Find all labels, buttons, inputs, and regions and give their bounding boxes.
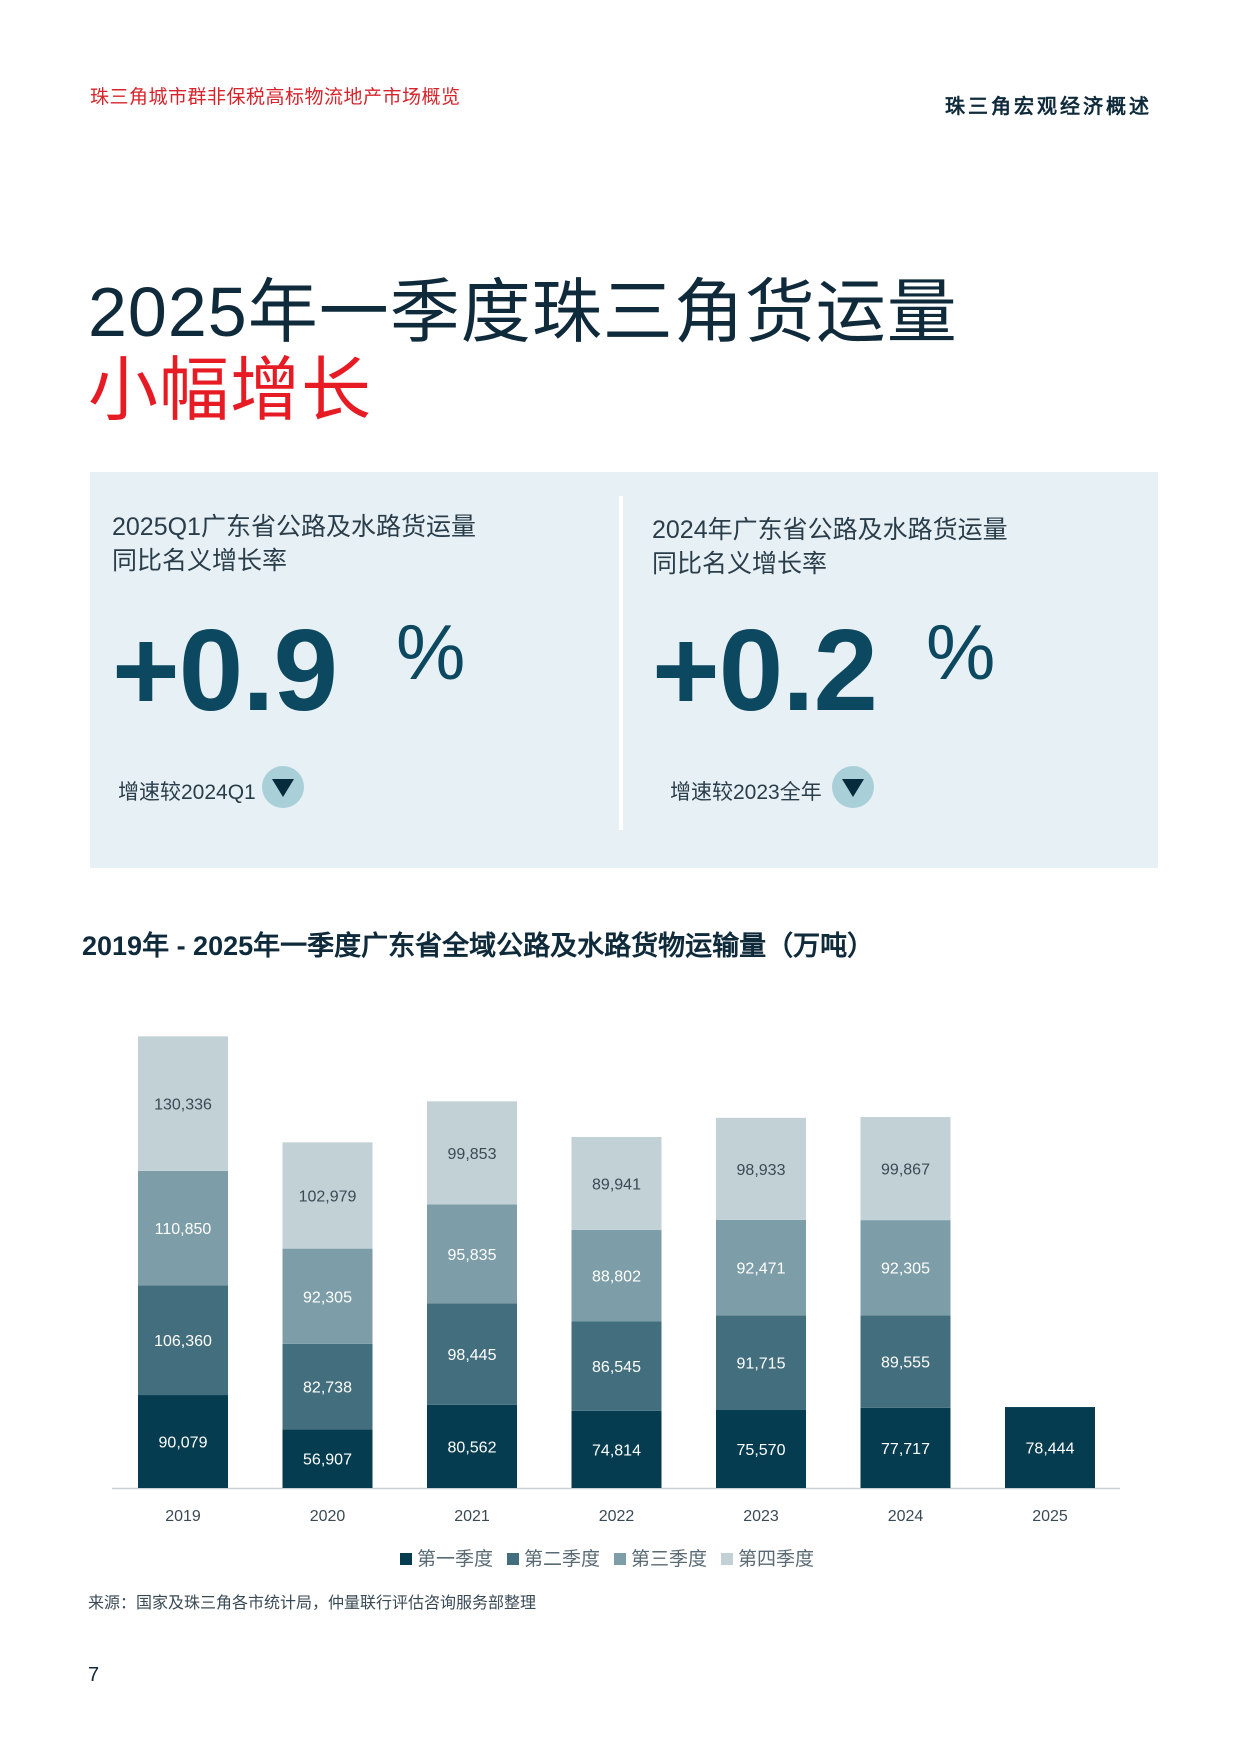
data-label-2023-q1: 75,570 — [737, 1442, 786, 1459]
bar-segment-2020-q2 — [282, 1343, 373, 1430]
bar-segment-2024-q3 — [860, 1220, 951, 1316]
stat1-compare-label: 增速较2024Q1 — [118, 781, 256, 804]
data-label-2022-q2: 86,545 — [592, 1359, 641, 1376]
data-label-2021-q4: 99,853 — [448, 1146, 497, 1163]
data-label-2022-q3: 88,802 — [592, 1269, 641, 1286]
bar-segment-2020-q4 — [282, 1142, 373, 1249]
legend-label: 第四季度 — [738, 1549, 815, 1570]
data-label-2020-q1: 56,907 — [303, 1452, 352, 1469]
stat2-value: +0.2 — [652, 605, 878, 735]
bar-segment-2023-q4 — [716, 1117, 806, 1220]
stat1-title-line1: 2025Q1广东省公路及水路货运量 — [112, 513, 476, 541]
data-label-2023-q4: 98,933 — [737, 1162, 786, 1179]
x-tick-label-2019: 2019 — [165, 1508, 201, 1525]
bar-segment-2020-q1 — [282, 1429, 373, 1488]
bar-segment-2023-q1 — [716, 1410, 806, 1488]
bar-segment-2019-q4 — [138, 1036, 228, 1171]
data-label-2024-q1: 77,717 — [881, 1441, 930, 1458]
stat2-compare-label: 增速较2023全年 — [670, 781, 822, 804]
stat1-unit: % — [396, 608, 466, 696]
x-tick-label-2021: 2021 — [454, 1508, 490, 1525]
bar-segment-2019-q2 — [138, 1285, 228, 1396]
legend-item-q4: 第四季度 — [721, 1544, 814, 1571]
data-label-2024-q2: 89,555 — [881, 1355, 930, 1372]
data-label-2021-q1: 80,562 — [448, 1439, 497, 1456]
bar-segment-2019-q1 — [138, 1395, 228, 1488]
data-label-2022-q4: 89,941 — [592, 1176, 641, 1193]
bar-segment-2023-q2 — [716, 1315, 806, 1411]
chart-legend: 第一季度 第二季度 第三季度 第四季度 — [400, 1544, 828, 1571]
stat2-trend-badge — [832, 766, 874, 808]
legend-label: 第一季度 — [417, 1549, 494, 1570]
bar-segment-2022-q3 — [571, 1229, 662, 1322]
bar-segment-2024-q1 — [860, 1407, 951, 1488]
page-number: 7 — [88, 1664, 100, 1686]
triangle-down-icon — [272, 779, 294, 797]
legend-swatch — [400, 1553, 412, 1565]
x-tick-label-2024: 2024 — [888, 1508, 924, 1525]
bar-segment-2022-q4 — [571, 1137, 662, 1230]
stat2-unit: % — [926, 608, 996, 696]
header-section-title: 珠三角宏观经济概述 — [945, 96, 1152, 118]
x-tick-label-2020: 2020 — [310, 1508, 346, 1525]
stat1-trend-badge — [262, 766, 304, 808]
legend-label: 第三季度 — [631, 1549, 708, 1570]
stacked-bar-chart: 90,079 106,360 110,850 130,336 2019 56,907 82,… — [112, 1036, 1120, 1525]
x-tick-label-2025: 2025 — [1032, 1508, 1068, 1525]
bar-segment-2021-q4 — [427, 1101, 517, 1205]
data-label-2023-q2: 91,715 — [737, 1356, 786, 1373]
legend-item-q1: 第一季度 — [400, 1544, 493, 1571]
data-label-2019-q2: 106,360 — [154, 1333, 212, 1350]
bar-segment-2024-q2 — [860, 1315, 951, 1408]
data-label-2021-q3: 95,835 — [448, 1247, 497, 1264]
stat1-title-line2: 同比名义增长率 — [112, 547, 288, 575]
page-title-line1: 2025年一季度珠三角货运量 — [88, 273, 958, 351]
legend-swatch — [507, 1553, 520, 1565]
bar-segment-2022-q2 — [571, 1321, 662, 1411]
data-label-2022-q1: 74,814 — [592, 1442, 641, 1459]
stat2-title: 2024年广东省公路及水路货运量 同比名义增长率 — [652, 513, 1008, 581]
data-label-2020-q3: 92,305 — [303, 1289, 352, 1306]
data-label-2019-q3: 110,850 — [155, 1221, 212, 1238]
bar-segment-2022-q1 — [571, 1410, 662, 1488]
triangle-down-icon — [842, 779, 864, 797]
data-label-2025-q1: 78,444 — [1026, 1441, 1075, 1458]
stat1-title: 2025Q1广东省公路及水路货运量 同比名义增长率 — [112, 510, 476, 578]
bar-segment-2023-q3 — [716, 1219, 806, 1316]
bar-segment-2020-q3 — [282, 1248, 373, 1344]
stat1-value: +0.9 — [112, 605, 338, 735]
bar-segment-2024-q4 — [860, 1117, 951, 1221]
page-title-line2: 小幅增长 — [88, 351, 372, 429]
data-label-2021-q2: 98,445 — [448, 1347, 497, 1364]
bar-segment-2021-q1 — [427, 1404, 517, 1488]
stat2-title-line2: 同比名义增长率 — [652, 550, 828, 578]
bar-segment-2021-q2 — [427, 1303, 517, 1405]
data-label-2020-q2: 82,738 — [303, 1380, 352, 1397]
stat2-title-line1: 2024年广东省公路及水路货运量 — [652, 516, 1008, 544]
stats-divider — [619, 496, 623, 830]
data-label-2023-q3: 92,471 — [737, 1261, 786, 1278]
x-tick-label-2023: 2023 — [743, 1508, 779, 1525]
legend-item-q2: 第二季度 — [507, 1544, 600, 1571]
bar-segment-2019-q3 — [138, 1170, 228, 1286]
data-label-2019-q4: 130,336 — [154, 1097, 212, 1114]
legend-label: 第二季度 — [524, 1549, 601, 1570]
data-label-2024-q4: 99,867 — [881, 1162, 930, 1179]
legend-item-q3: 第三季度 — [614, 1544, 707, 1571]
data-label-2019-q1: 90,079 — [159, 1435, 208, 1452]
source-note: 来源：国家及珠三角各市统计局，仲量联行评估咨询服务部整理 — [88, 1595, 537, 1612]
x-tick-label-2022: 2022 — [599, 1508, 635, 1525]
data-label-2020-q4: 102,979 — [299, 1188, 357, 1205]
bar-segment-2025-q1 — [1005, 1407, 1095, 1488]
legend-swatch — [721, 1553, 734, 1565]
header-report-title: 珠三角城市群非保税高标物流地产市场概览 — [90, 87, 461, 108]
data-label-2024-q3: 92,305 — [881, 1261, 930, 1278]
legend-swatch — [614, 1553, 627, 1565]
chart-title: 2019年 - 2025年一季度广东省全域公路及水路货物运输量（万吨） — [82, 931, 875, 961]
bar-segment-2021-q3 — [427, 1204, 517, 1304]
